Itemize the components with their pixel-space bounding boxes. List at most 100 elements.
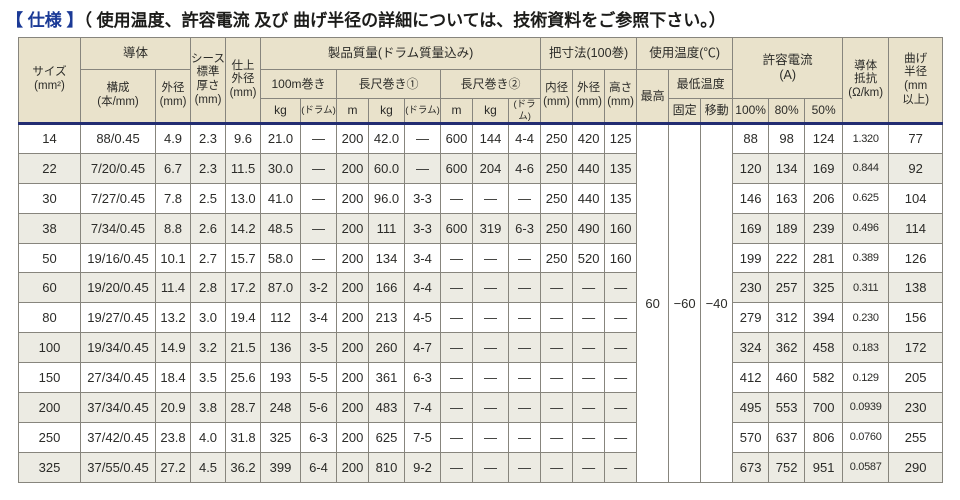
table-cell: 673 — [732, 451, 770, 483]
table-cell: 281 — [804, 242, 844, 274]
table-cell: 31.8 — [225, 421, 262, 453]
table-cell: 495 — [732, 392, 770, 423]
table-row: 38 7/34/0.45 8.8 2.6 14.2 48.5—200 111 3-3 600 31… — [18, 212, 944, 244]
table-cell: — — [472, 451, 510, 483]
table-cell: 172 — [888, 332, 944, 364]
table-cell: 2.6 — [190, 212, 227, 244]
table-cell: 6-3 — [300, 421, 338, 453]
table-cell: 200 — [336, 392, 370, 423]
table-row: 325 37/55/0.45 27.2 4.5 36.2 399 6-4 200 810 9-2—… — [18, 451, 944, 483]
table-cell: 394 — [804, 302, 844, 334]
table-cell: 114 — [888, 212, 944, 244]
table-cell: 700 — [804, 392, 844, 423]
table-cell: — — [300, 242, 338, 274]
table-cell: 25.6 — [225, 362, 262, 394]
table-cell: — — [604, 272, 638, 304]
col-header-conductor-resistance: 導体 抵抗 (Ω/km) — [842, 37, 890, 124]
table-cell: 7.8 — [154, 182, 192, 214]
table-cell: 7-4 — [404, 392, 442, 423]
table-cell: 104 — [888, 182, 944, 214]
table-cell: 3-3 — [404, 212, 442, 244]
table-cell: 600 — [440, 212, 474, 244]
table-row: 60 19/20/0.45 11.4 2.8 17.2 87.0 3-2 200 166 4-4—… — [18, 272, 944, 304]
table-cell: — — [540, 392, 574, 423]
table-cell: 2.5 — [190, 182, 227, 214]
table-cell: — — [508, 362, 542, 394]
table-cell: 325 — [804, 272, 844, 304]
table-cell: 150 — [18, 362, 81, 394]
table-cell: 18.4 — [154, 362, 192, 394]
table-cell: 160 — [604, 212, 638, 244]
table-cell: 951 — [804, 451, 844, 483]
table-cell: 255 — [888, 421, 944, 453]
table-cell: 120 — [732, 152, 770, 184]
table-cell: 92 — [888, 152, 944, 184]
table-cell: 250 — [540, 212, 574, 244]
table-cell: 6-3 — [508, 212, 542, 244]
table-cell: 0.230 — [842, 302, 890, 334]
table-cell: 3-4 — [300, 302, 338, 334]
table-cell: — — [472, 182, 510, 214]
table-cell: — — [540, 272, 574, 304]
table-cell: 0.0760 — [842, 421, 890, 453]
table-cell: 193 — [260, 362, 302, 394]
table-row: 150 27/34/0.45 18.4 3.5 25.6 193 5-5 200 361 6-3—… — [18, 362, 944, 394]
table-cell: 135 — [604, 152, 638, 184]
table-cell: 810 — [368, 451, 406, 483]
table-cell: 204 — [472, 152, 510, 184]
table-cell: 0.183 — [842, 332, 890, 364]
table-cell: 3-5 — [300, 332, 338, 364]
col-header-conductor-od: 外径 (mm) — [154, 69, 192, 124]
table-cell: 2.8 — [190, 272, 227, 304]
table-cell: 37/34/0.45 — [80, 392, 156, 423]
table-cell: 7/20/0.45 — [80, 152, 156, 184]
table-cell: 520 — [572, 242, 606, 274]
table-cell: 13.2 — [154, 302, 192, 334]
table-cell: 0.129 — [842, 362, 890, 394]
table-cell: 15.7 — [225, 242, 262, 274]
table-cell: 4-7 — [404, 332, 442, 364]
table-cell: 0.311 — [842, 272, 890, 304]
table-cell: 77 — [888, 122, 944, 154]
table-row: 22 7/20/0.45 6.7 2.3 11.5 30.0—200 60.0—600 204… — [18, 152, 944, 184]
table-cell: 570 — [732, 421, 770, 453]
table-cell: 126 — [888, 242, 944, 274]
table-cell: 14.9 — [154, 332, 192, 364]
table-cell: 5-5 — [300, 362, 338, 394]
table-cell: — — [404, 122, 442, 154]
table-cell: — — [604, 451, 638, 483]
table-cell: — — [440, 421, 474, 453]
col-header-conductor-group: 導体 — [79, 37, 192, 70]
table-cell: 58.0 — [260, 242, 302, 274]
col-header-finished-od: 仕上 外径 (mm) — [225, 37, 262, 124]
table-cell: 205 — [888, 362, 944, 394]
table-cell: 412 — [732, 362, 770, 394]
table-cell: 200 — [336, 302, 370, 334]
table-cell: 230 — [732, 272, 770, 304]
table-cell: 625 — [368, 421, 406, 453]
table-cell: 250 — [18, 421, 81, 453]
col-header-100m-roll: 100m巻き — [260, 69, 338, 99]
table-row: 200 37/34/0.45 20.9 3.8 28.7 248 5-6 200 483 7-4—… — [18, 392, 944, 423]
table-cell: 88/0.45 — [80, 122, 156, 154]
table-cell: — — [300, 152, 338, 184]
col-header-current-100pct: 100% — [732, 98, 770, 124]
table-cell: 166 — [368, 272, 406, 304]
table-cell: 189 — [768, 212, 806, 244]
table-cell: 136 — [260, 332, 302, 364]
table-cell: 206 — [804, 182, 844, 214]
table-cell: 100 — [18, 332, 81, 364]
table-cell: 4-6 — [508, 152, 542, 184]
table-cell: — — [472, 421, 510, 453]
table-cell: — — [508, 242, 542, 274]
table-cell: 4.9 — [154, 122, 192, 154]
table-body: 14 88/0.45 4.9 2.3 9.6 21.0—200 42.0—600 144 4-4… — [18, 122, 944, 483]
table-cell: 169 — [804, 152, 844, 184]
table-cell: 138 — [888, 272, 944, 304]
col-header-kg-long2: kg — [472, 98, 510, 124]
table-cell: 8.8 — [154, 212, 192, 244]
table-cell: 0.844 — [842, 152, 890, 184]
table-row: 50 19/16/0.45 10.1 2.7 15.7 58.0—200 134 3-4— — —… — [18, 242, 944, 274]
table-cell: 124 — [804, 122, 844, 154]
table-cell: 135 — [604, 182, 638, 214]
